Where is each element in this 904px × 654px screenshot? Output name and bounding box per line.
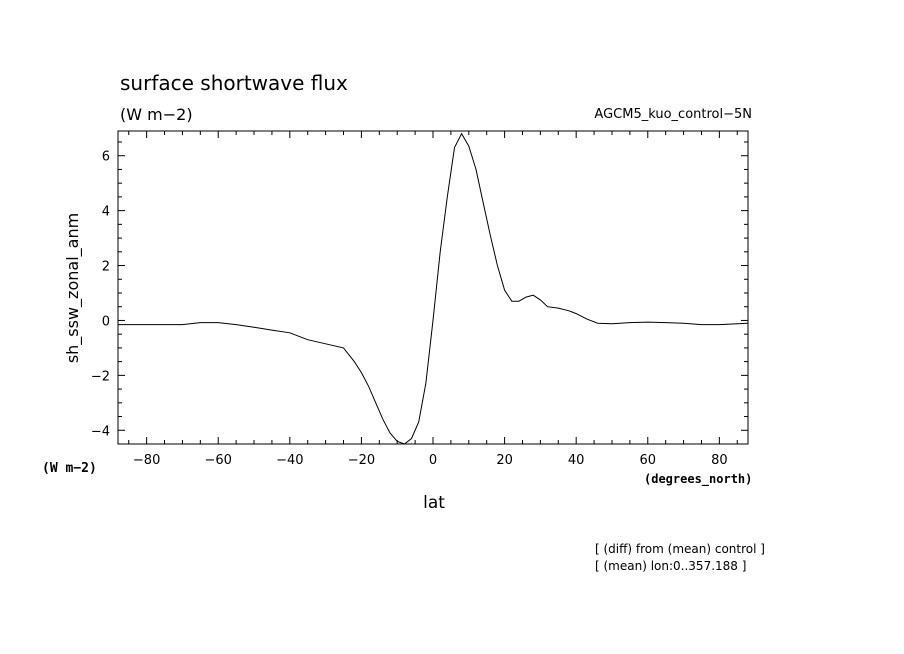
x-axis-label: lat: [423, 493, 445, 513]
chart-title: surface shortwave flux: [120, 71, 348, 95]
plot-frame: [117, 130, 749, 445]
y-tick-label: 2: [102, 260, 110, 275]
note-mean: [ (mean) lon:0..357.188 ]: [595, 559, 746, 573]
run-label: AGCM5_kuo_control−5N: [594, 107, 752, 122]
y-axis-label: sh_ssw_zonal_anm: [63, 213, 83, 363]
x-tick-label: −40: [276, 453, 303, 468]
y-tick-label: −4: [91, 424, 110, 439]
y-tick-label: 6: [102, 150, 110, 165]
series-line: [118, 132, 749, 445]
axis-ticks: [118, 131, 748, 445]
x-tick-label: 0: [429, 453, 437, 468]
y-tick-label: 0: [102, 314, 110, 329]
y-tick-label: −2: [91, 369, 110, 384]
y-units-label: (W m−2): [42, 461, 97, 476]
x-tick-label: −60: [205, 453, 232, 468]
x-tick-label: 80: [711, 453, 728, 468]
x-tick-label: 20: [496, 453, 513, 468]
note-diff: [ (diff) from (mean) control ]: [595, 542, 765, 556]
x-units-label: (degrees_north): [644, 472, 752, 487]
x-tick-label: −20: [348, 453, 375, 468]
x-tick-label: 60: [639, 453, 656, 468]
x-tick-label: 40: [568, 453, 585, 468]
y-tick-label: 4: [102, 205, 110, 220]
x-tick-label: −80: [133, 453, 160, 468]
chart-units: (W m−2): [120, 105, 193, 124]
